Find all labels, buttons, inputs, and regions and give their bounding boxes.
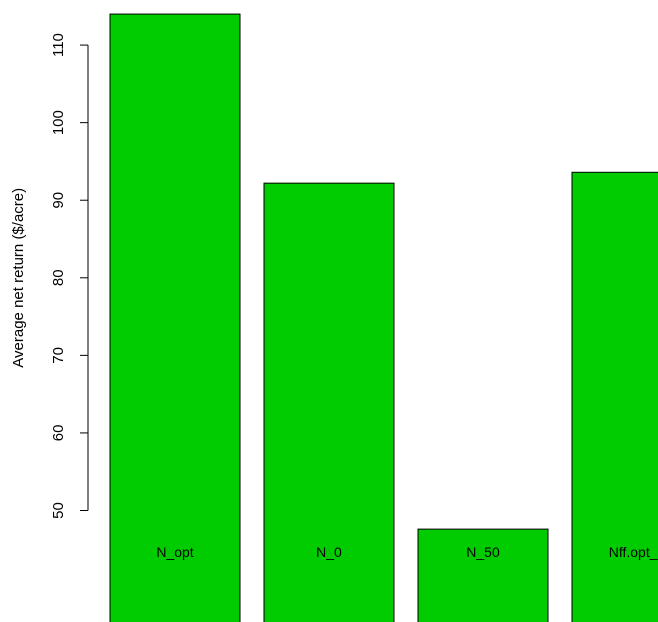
y-tick-label: 100 [50, 110, 67, 135]
y-axis-label: Average net return ($/acre) [10, 188, 27, 368]
y-tick-label: 60 [50, 425, 67, 442]
bar [417, 528, 549, 622]
y-tick-label: 50 [50, 502, 67, 519]
y-tick-label: 80 [50, 269, 67, 286]
bar-category-label: N_50 [466, 544, 500, 560]
y-tick-label: 90 [50, 192, 67, 209]
bar [109, 13, 241, 622]
bars: N_opt N_0 N_50 Nff.opt_1 [109, 13, 658, 622]
bar-category-label: N_opt [156, 544, 193, 560]
bar [571, 171, 658, 622]
bar-category-label: N_0 [316, 544, 342, 560]
y-tick-label: 110 [50, 33, 67, 57]
y-tick-label: 70 [50, 347, 67, 364]
bar-category-label: Nff.opt_1 [609, 544, 658, 560]
y-axis: 50 60 70 80 90 100 110 [50, 33, 89, 519]
bar [263, 182, 395, 622]
